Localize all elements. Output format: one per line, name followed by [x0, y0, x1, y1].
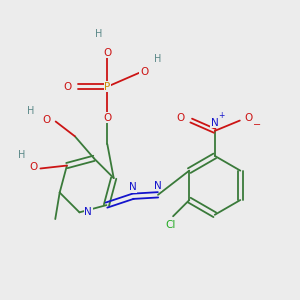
Text: +: +: [218, 111, 224, 120]
Text: H: H: [18, 150, 25, 160]
Text: O: O: [103, 48, 111, 58]
Text: Cl: Cl: [165, 220, 175, 230]
Text: O: O: [103, 112, 111, 123]
Text: N: N: [154, 181, 162, 191]
Text: N: N: [84, 207, 92, 218]
Text: H: H: [95, 29, 102, 39]
Text: O: O: [244, 112, 252, 123]
Text: O: O: [63, 82, 72, 92]
Text: O: O: [29, 162, 37, 172]
Text: N: N: [129, 182, 137, 192]
Text: O: O: [43, 115, 51, 125]
Text: O: O: [140, 67, 148, 77]
Text: N: N: [211, 118, 219, 128]
Text: −: −: [253, 120, 261, 130]
Text: P: P: [104, 82, 110, 92]
Text: H: H: [27, 106, 34, 116]
Text: H: H: [154, 54, 161, 64]
Text: O: O: [177, 112, 185, 123]
